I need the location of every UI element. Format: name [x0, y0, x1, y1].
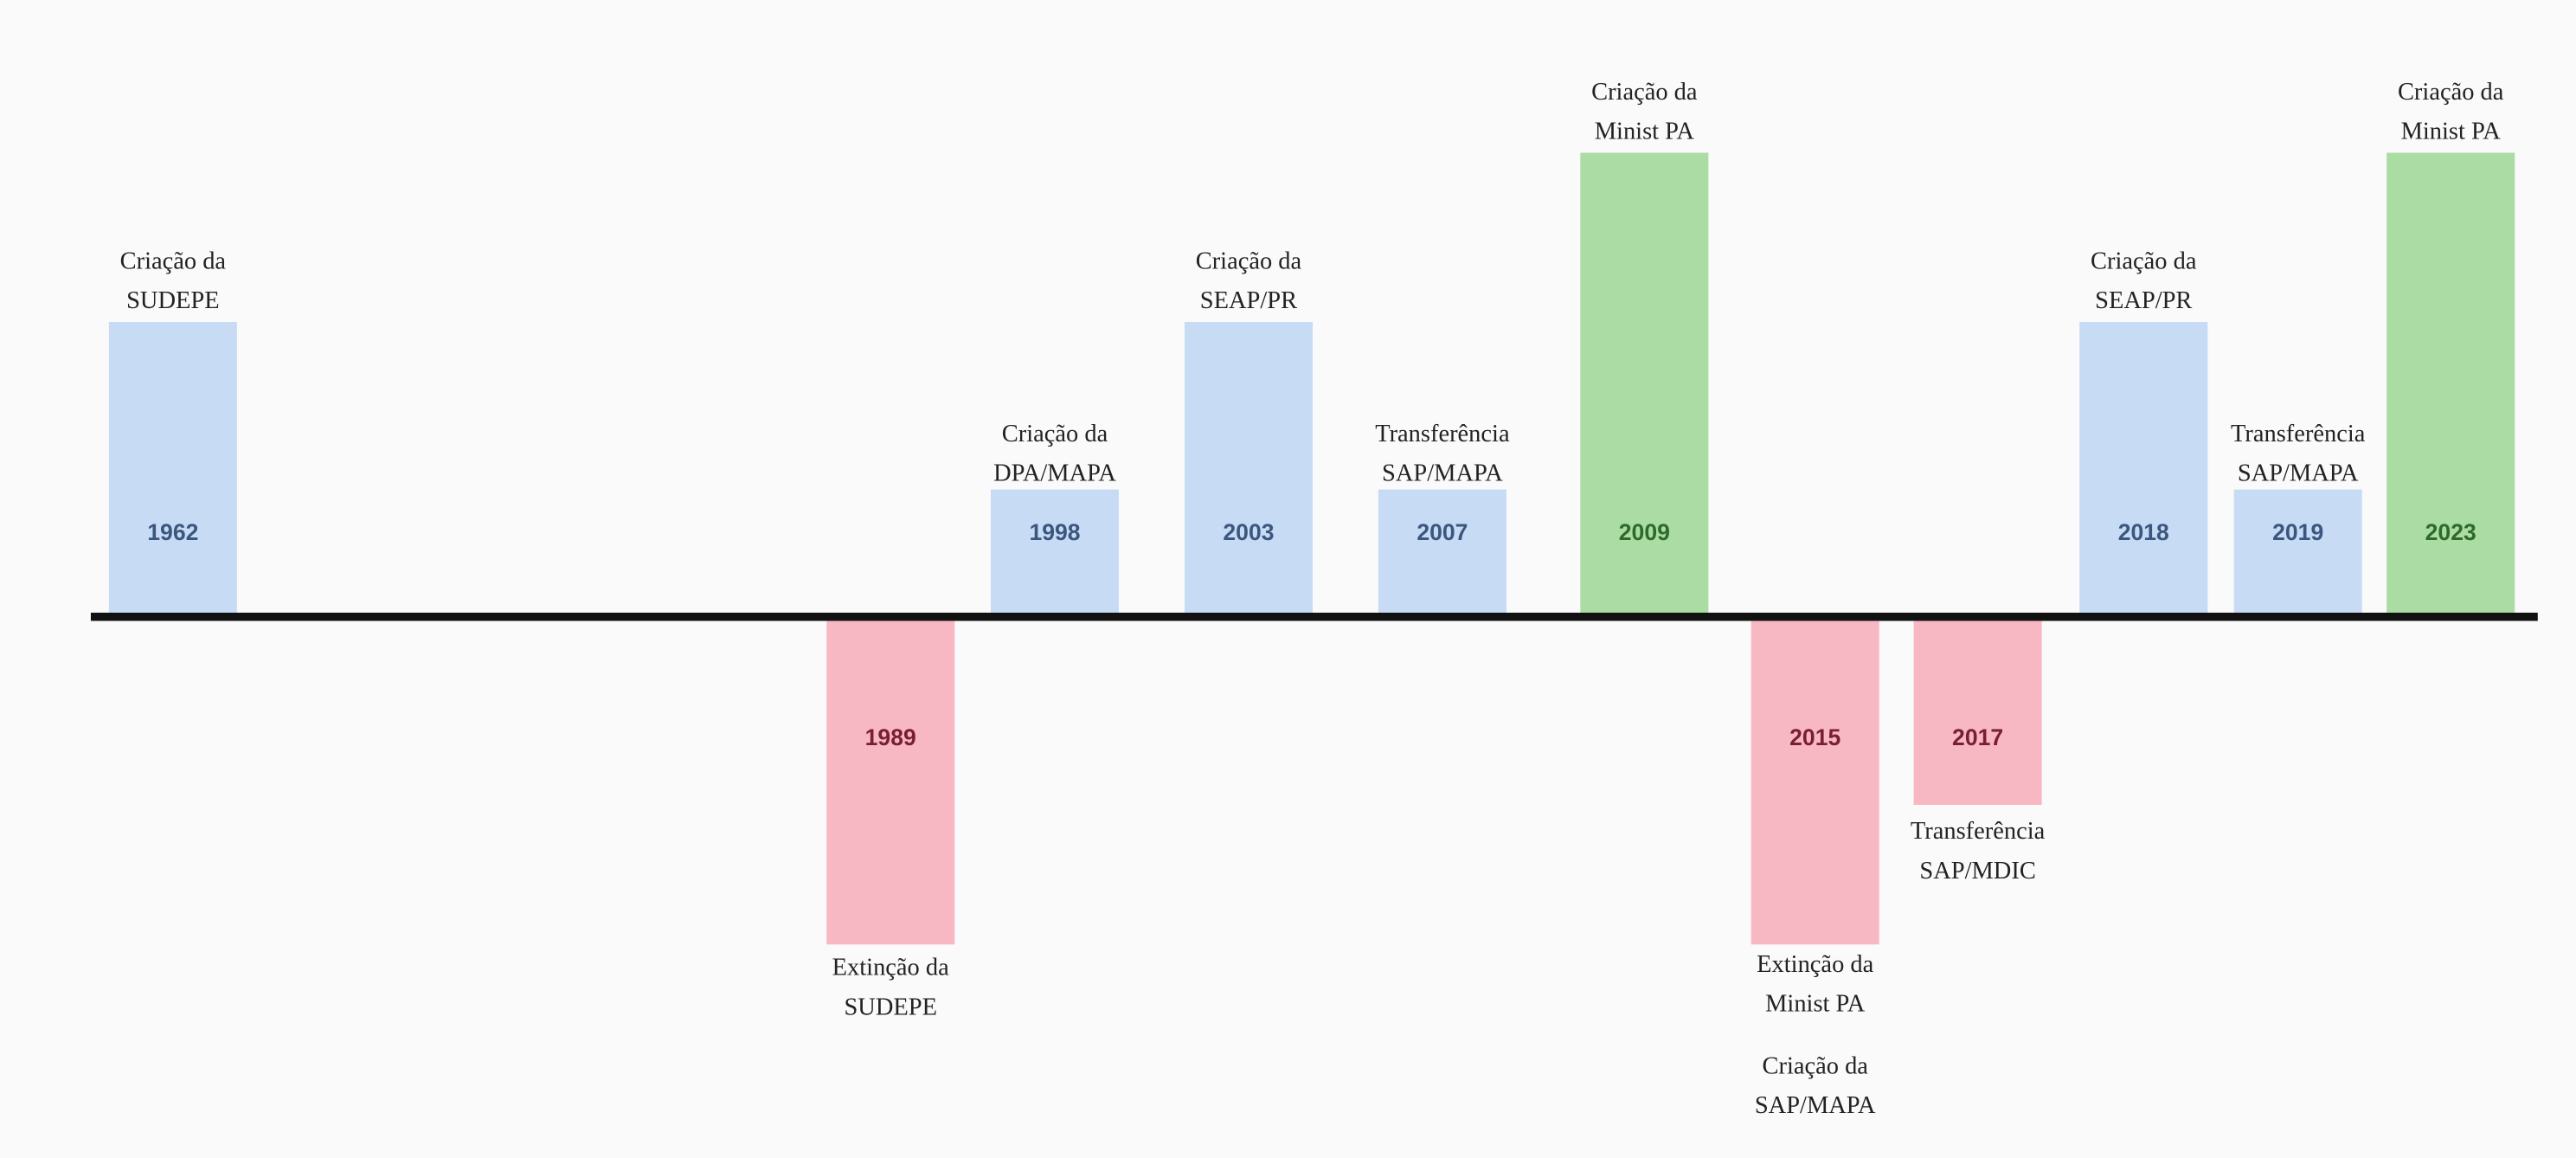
event-label: Transferência SAP/MDIC	[1911, 818, 2046, 885]
event-year: 2023	[2425, 519, 2476, 545]
event-bar	[2233, 489, 2362, 614]
event-label-line: SAP/MAPA	[1382, 460, 1503, 486]
event-label-line: Minist PA	[1765, 990, 1866, 1017]
event-label: Criação da Minist PA	[1591, 79, 1698, 145]
event-bar	[1751, 621, 1879, 945]
event-label: Extinção da Minist PA	[1757, 950, 1873, 1017]
event-year: 1989	[865, 724, 916, 750]
event-label-line: SUDEPE	[844, 994, 937, 1020]
event-year: 1998	[1029, 519, 1080, 545]
event-year: 2017	[1952, 724, 2003, 750]
event-label-line: SAP/MAPA	[1755, 1092, 1876, 1119]
event-bar	[2386, 152, 2515, 614]
event-year: 2018	[2118, 519, 2169, 545]
event-label: Transferência SAP/MAPA	[2231, 420, 2366, 486]
event-label-line: Minist PA	[1595, 118, 1695, 145]
event-label-line: SEAP/PR	[1200, 287, 1297, 314]
event-label-line: Criação da	[120, 248, 227, 274]
event-year: 1962	[147, 519, 198, 545]
event-label-line: Transferência	[2231, 420, 2366, 447]
event-bar	[108, 321, 237, 614]
event-year: 2003	[1223, 519, 1274, 545]
event-bar	[1378, 489, 1506, 614]
event-label-line: Transferência	[1911, 818, 2046, 845]
event-label-line: DPA/MAPA	[993, 460, 1116, 486]
event-label-line: SAP/MAPA	[2238, 460, 2359, 486]
event-bar	[1580, 152, 1709, 614]
event-label: Criação da SAP/MAPA	[1755, 1052, 1876, 1119]
event-label-line: Criação da	[1762, 1052, 1868, 1079]
event-year: 2007	[1416, 519, 1468, 545]
event-label: Criação da DPA/MAPA	[993, 420, 1116, 486]
event-label-line: SAP/MDIC	[1919, 857, 2035, 884]
event-label-line: Extinção da	[1757, 950, 1873, 977]
event-bar	[1913, 621, 2042, 805]
event-bar	[826, 621, 955, 945]
event-bar	[990, 489, 1120, 614]
event-label-line: SEAP/PR	[2095, 287, 2192, 314]
event-label-line: Transferência	[1375, 420, 1510, 447]
event-bar	[1184, 321, 1313, 614]
event-label-line: Criação da	[2398, 79, 2504, 106]
event-label: Criação da SUDEPE	[120, 248, 227, 314]
event-label-line: Criação da	[1002, 420, 1108, 447]
event-label-line: Minist PA	[2401, 118, 2502, 145]
event-bar	[2079, 321, 2208, 614]
event-label: Extinção da SUDEPE	[832, 954, 949, 1020]
event-label-line: SUDEPE	[126, 287, 220, 314]
event-label-line: Criação da	[2091, 248, 2197, 274]
event-label: Criação da SEAP/PR	[2091, 248, 2197, 314]
event-label: Criação da SEAP/PR	[1196, 248, 1302, 314]
event-year: 2019	[2272, 519, 2323, 545]
event-label: Criação da Minist PA	[2398, 79, 2504, 145]
event-label-line: Extinção da	[832, 954, 949, 981]
event-year: 2009	[1619, 519, 1670, 545]
event-label-line: Criação da	[1196, 248, 1302, 274]
timeline-axis	[90, 612, 2538, 621]
event-label: Transferência SAP/MAPA	[1375, 420, 1510, 486]
event-label-line: Criação da	[1591, 79, 1698, 106]
event-year: 2015	[1789, 724, 1840, 750]
